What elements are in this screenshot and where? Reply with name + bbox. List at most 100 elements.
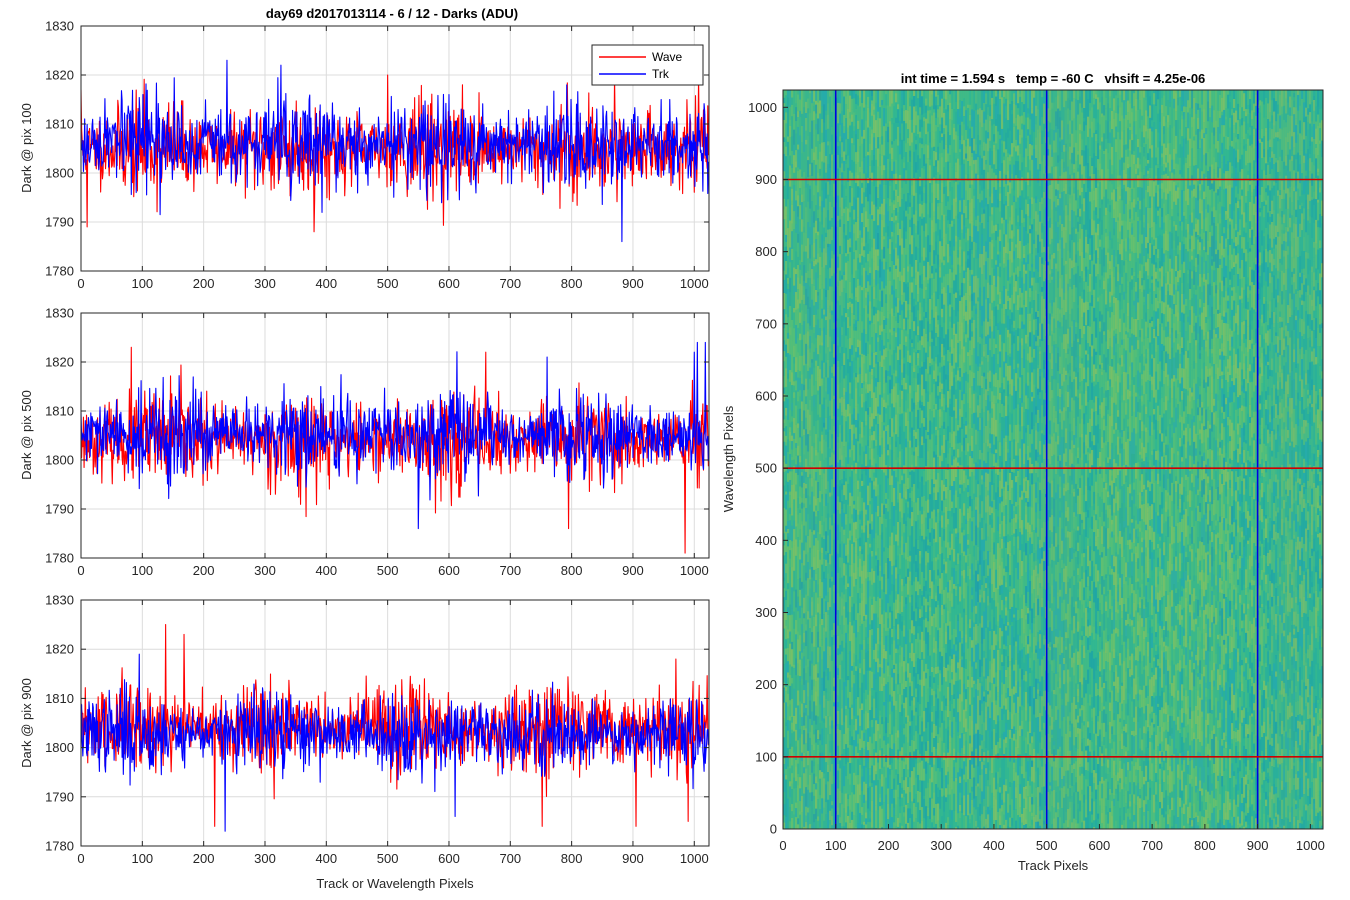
- heatmap-cell: [791, 164, 794, 169]
- x-tick-label: 800: [561, 276, 583, 291]
- heatmap-cell: [803, 668, 806, 672]
- heatmap-cell: [823, 104, 826, 123]
- heatmap-cell: [889, 510, 892, 520]
- heatmap-cell: [849, 281, 852, 298]
- heatmap-cell: [913, 451, 916, 456]
- heatmap-cell: [825, 290, 828, 298]
- heatmap-cell: [933, 232, 936, 251]
- x-tick-label: 600: [438, 851, 460, 866]
- heatmap-cell: [861, 375, 864, 384]
- heatmap-cell: [873, 352, 876, 368]
- heatmap-cell: [911, 661, 914, 682]
- heatmap-cell: [847, 208, 850, 221]
- heatmap-cell: [925, 500, 928, 518]
- heatmap-cell: [901, 716, 904, 732]
- heatmap-cell: [795, 539, 798, 556]
- heatmap-cell: [895, 224, 898, 244]
- heatmap-cell: [819, 335, 822, 346]
- heatmap-cell: [889, 206, 892, 221]
- heatmap-cell: [909, 550, 912, 556]
- heatmap-cell: [789, 220, 792, 230]
- heatmap-cell: [915, 172, 918, 184]
- heatmap-cell: [805, 815, 808, 823]
- heatmap-cell: [885, 635, 888, 641]
- heatmap-cell: [911, 606, 914, 621]
- heatmap-cell: [799, 99, 802, 111]
- heatmap-cell: [873, 485, 876, 490]
- heatmap-cell: [807, 277, 810, 286]
- heatmap-cell: [795, 484, 798, 492]
- heatmap-cell: [859, 90, 862, 98]
- heatmap-cell: [849, 338, 852, 349]
- heatmap-cell: [789, 440, 792, 455]
- heatmap-cell: [787, 90, 790, 98]
- heatmap-cell: [913, 798, 916, 804]
- heatmap-cell: [915, 136, 918, 141]
- heatmap-cell: [869, 482, 872, 502]
- heatmap-cell: [933, 471, 936, 484]
- heatmap-cell: [811, 780, 814, 793]
- heatmap-cell: [921, 201, 924, 205]
- heatmap-cell: [877, 111, 880, 119]
- heatmap-cell: [783, 441, 786, 456]
- heatmap-cell: [815, 90, 818, 101]
- heatmap-cell: [893, 190, 896, 201]
- heatmap-cell: [865, 196, 868, 212]
- heatmap-cell: [857, 139, 860, 152]
- heatmap-cell: [845, 96, 848, 105]
- heatmap-cell: [845, 181, 848, 189]
- heatmap-cell: [921, 481, 924, 497]
- heatmap-cell: [885, 105, 888, 109]
- heatmap-cell: [905, 317, 908, 331]
- heatmap-cell: [851, 114, 854, 122]
- heatmap-cell: [897, 436, 900, 458]
- heatmap-cell: [865, 393, 868, 402]
- heatmap-cell: [783, 507, 786, 515]
- heatmap-cell: [931, 220, 934, 228]
- y-tick-label: 1780: [45, 551, 74, 566]
- heatmap-cell: [805, 404, 808, 418]
- heatmap-cell: [809, 286, 812, 308]
- heatmap-cell: [903, 140, 906, 157]
- heatmap-cell: [913, 634, 916, 653]
- heatmap-cell: [783, 97, 786, 104]
- heatmap-cell: [825, 601, 828, 613]
- heatmap-cell: [911, 292, 914, 308]
- heatmap-cell: [885, 659, 888, 671]
- heatmap-cell: [931, 672, 934, 689]
- heatmap-cell: [865, 297, 868, 306]
- heatmap-cell: [921, 652, 924, 660]
- heatmap-cell: [861, 740, 864, 748]
- heatmap-cell: [873, 510, 876, 520]
- heatmap-cell: [917, 539, 920, 550]
- heatmap-cell: [915, 304, 918, 318]
- heatmap-cell: [893, 315, 896, 328]
- heatmap-cell: [905, 576, 908, 584]
- heatmap-cell: [889, 764, 892, 769]
- heatmap-cell: [787, 473, 790, 482]
- heatmap-cell: [851, 90, 854, 99]
- heatmap-cell: [847, 727, 850, 742]
- heatmap-cell: [821, 813, 824, 829]
- heatmap-cell: [875, 159, 878, 176]
- heatmap-cell: [913, 151, 916, 161]
- heatmap-cell: [903, 363, 906, 378]
- heatmap-cell: [869, 818, 872, 823]
- heatmap-cell: [925, 693, 928, 708]
- heatmap-cell: [911, 365, 914, 383]
- heatmap-cell: [929, 532, 932, 542]
- heatmap-cell: [881, 100, 884, 106]
- heatmap-cell: [917, 715, 920, 724]
- heatmap-cell: [797, 277, 800, 289]
- heatmap-cell: [901, 585, 904, 592]
- heatmap-cell: [927, 414, 930, 432]
- heatmap-cell: [905, 90, 908, 111]
- heatmap-cell: [805, 445, 808, 459]
- heatmap-cell: [829, 167, 832, 185]
- heatmap-cell: [927, 131, 930, 146]
- heatmap-cell: [933, 132, 936, 140]
- heatmap-cell: [905, 238, 908, 255]
- heatmap-cell: [833, 291, 836, 311]
- heatmap-cell: [931, 598, 934, 617]
- heatmap-cell: [857, 461, 860, 481]
